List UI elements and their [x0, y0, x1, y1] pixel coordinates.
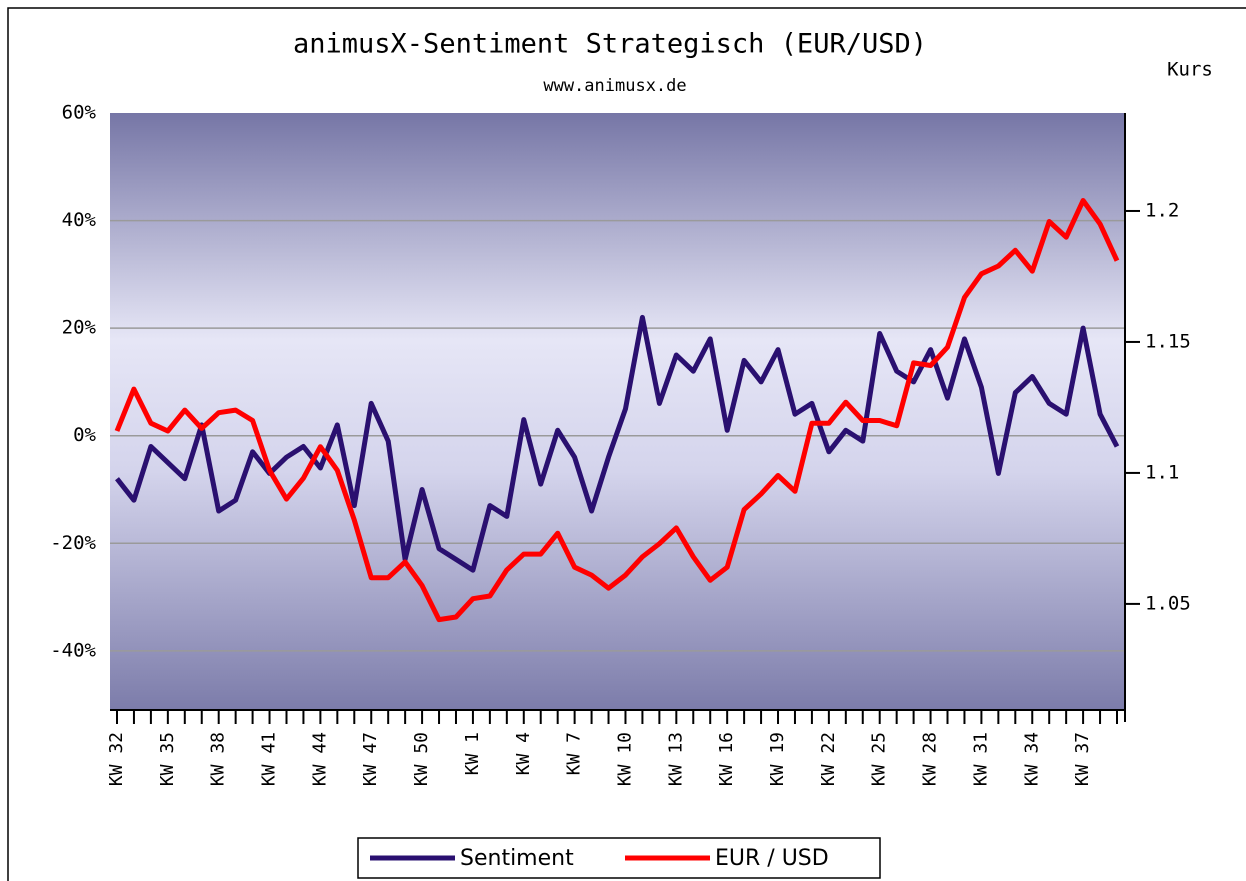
x-tick-label: KW 7 — [564, 732, 585, 775]
y-tick-label: 0% — [73, 424, 96, 446]
legend-label: Sentiment — [460, 846, 574, 871]
y-tick-label: 20% — [62, 317, 97, 339]
plot-area — [110, 113, 1125, 710]
y2-tick-label: 1.05 — [1145, 592, 1191, 614]
x-tick-label: KW 35 — [157, 732, 178, 786]
x-tick-label: KW 31 — [970, 732, 991, 786]
x-tick-label: KW 38 — [208, 732, 229, 786]
series-line — [115, 314, 1120, 573]
series-line — [114, 198, 1120, 623]
x-tick-label: KW 37 — [1072, 732, 1093, 786]
x-tick-label: KW 25 — [869, 732, 890, 786]
x-tick-label: KW 16 — [716, 732, 737, 786]
y2-tick-label: 1.1 — [1145, 461, 1179, 483]
y-tick-label: -40% — [50, 639, 96, 661]
x-tick-label: KW 32 — [106, 732, 127, 786]
y-tick-label: 60% — [62, 102, 97, 124]
x-tick-label: KW 19 — [767, 732, 788, 786]
x-tick-label: KW 1 — [462, 732, 483, 775]
y2-axis-label: Kurs — [1167, 59, 1213, 81]
x-tick-label: KW 34 — [1021, 732, 1042, 786]
legend-label: EUR / USD — [715, 846, 829, 871]
chart-subtitle: www.animusx.de — [543, 76, 686, 96]
frame — [7, 7, 1246, 881]
x-tick-label: KW 13 — [665, 732, 686, 786]
y-tick-label: 40% — [62, 209, 97, 231]
x-tick-label: KW 44 — [309, 732, 330, 786]
x-tick-label: KW 50 — [411, 732, 432, 786]
x-tick-label: KW 47 — [360, 732, 381, 786]
x-tick-label: KW 4 — [513, 732, 534, 775]
x-tick-label: KW 41 — [259, 732, 280, 786]
chart-title: animusX-Sentiment Strategisch (EUR/USD) — [293, 29, 927, 60]
y2-tick-label: 1.15 — [1145, 330, 1191, 352]
y2-tick-label: 1.2 — [1145, 199, 1179, 221]
x-tick-label: KW 10 — [614, 732, 635, 786]
y-tick-label: -20% — [50, 532, 96, 554]
x-tick-label: KW 28 — [920, 732, 941, 786]
x-tick-label: KW 22 — [818, 732, 839, 786]
